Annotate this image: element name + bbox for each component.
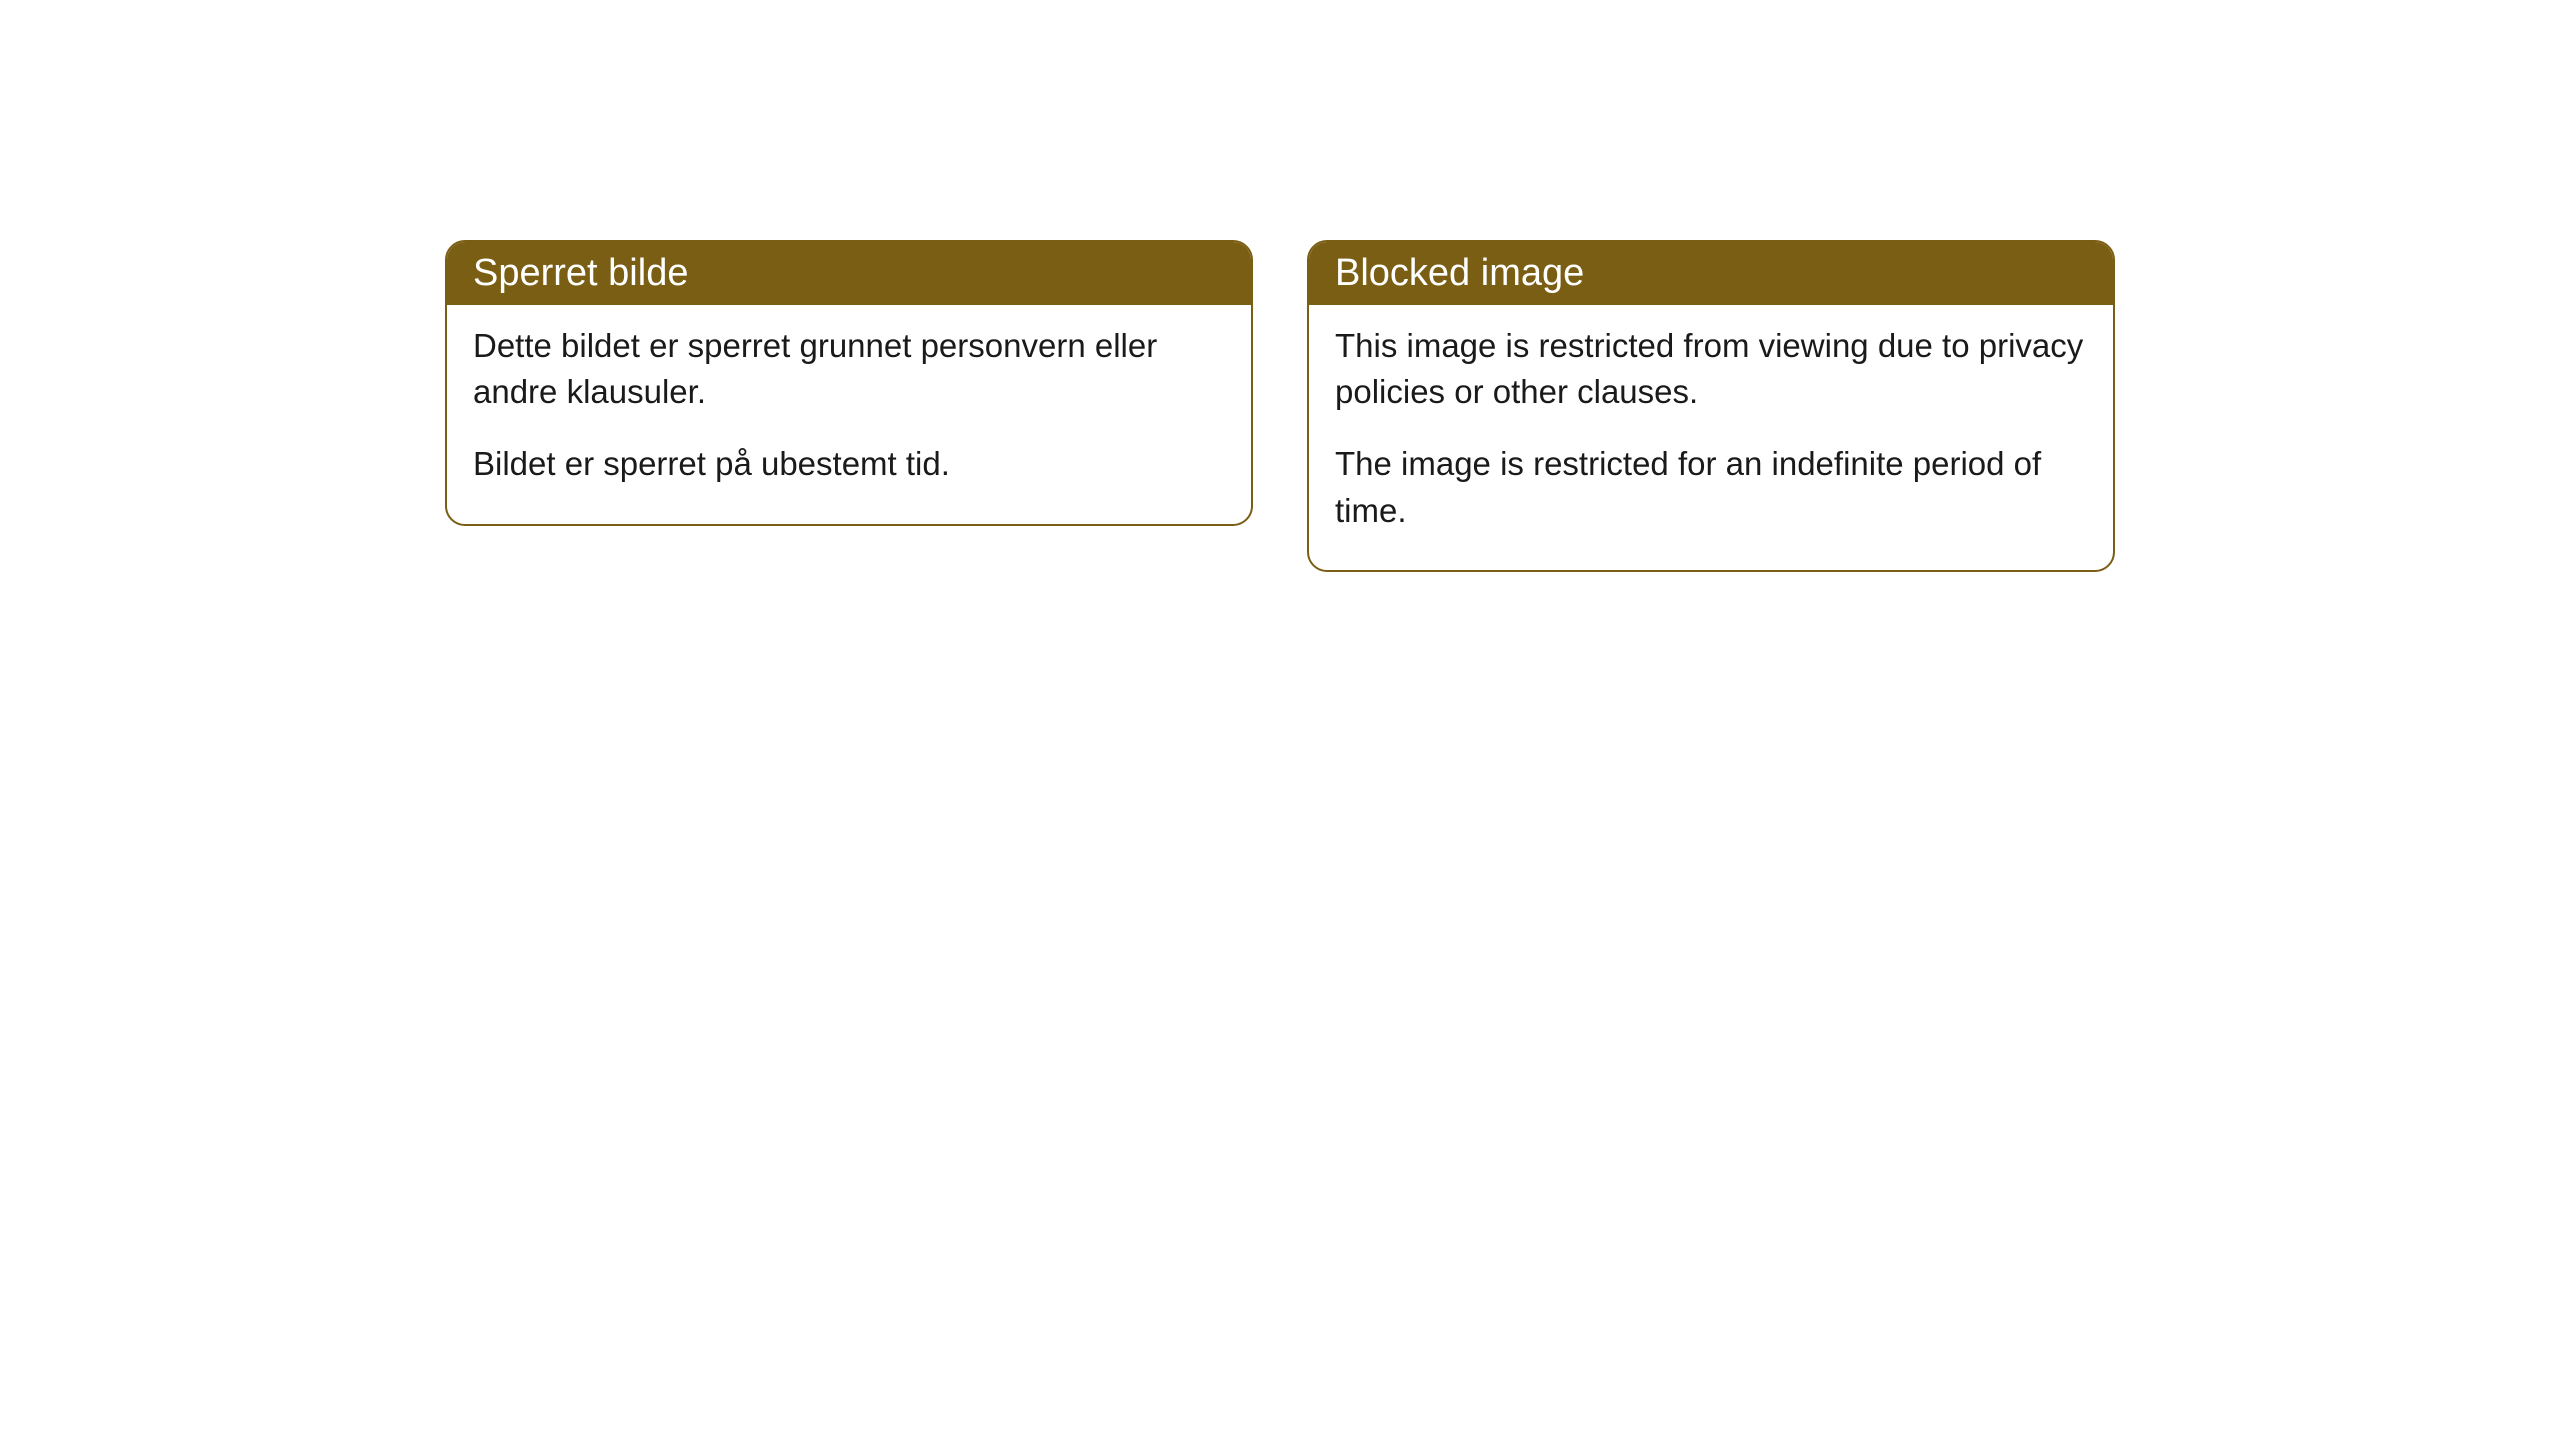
card-paragraph: Bildet er sperret på ubestemt tid. xyxy=(473,441,1225,487)
blocked-image-card-norwegian: Sperret bilde Dette bildet er sperret gr… xyxy=(445,240,1253,526)
card-paragraph: Dette bildet er sperret grunnet personve… xyxy=(473,323,1225,415)
card-paragraph: The image is restricted for an indefinit… xyxy=(1335,441,2087,533)
card-header: Blocked image xyxy=(1309,242,2113,305)
card-body: Dette bildet er sperret grunnet personve… xyxy=(447,305,1251,524)
card-title: Blocked image xyxy=(1335,252,1584,294)
card-title: Sperret bilde xyxy=(473,252,688,294)
card-body: This image is restricted from viewing du… xyxy=(1309,305,2113,570)
cards-container: Sperret bilde Dette bildet er sperret gr… xyxy=(445,240,2115,1440)
blocked-image-card-english: Blocked image This image is restricted f… xyxy=(1307,240,2115,572)
card-header: Sperret bilde xyxy=(447,242,1251,305)
card-paragraph: This image is restricted from viewing du… xyxy=(1335,323,2087,415)
